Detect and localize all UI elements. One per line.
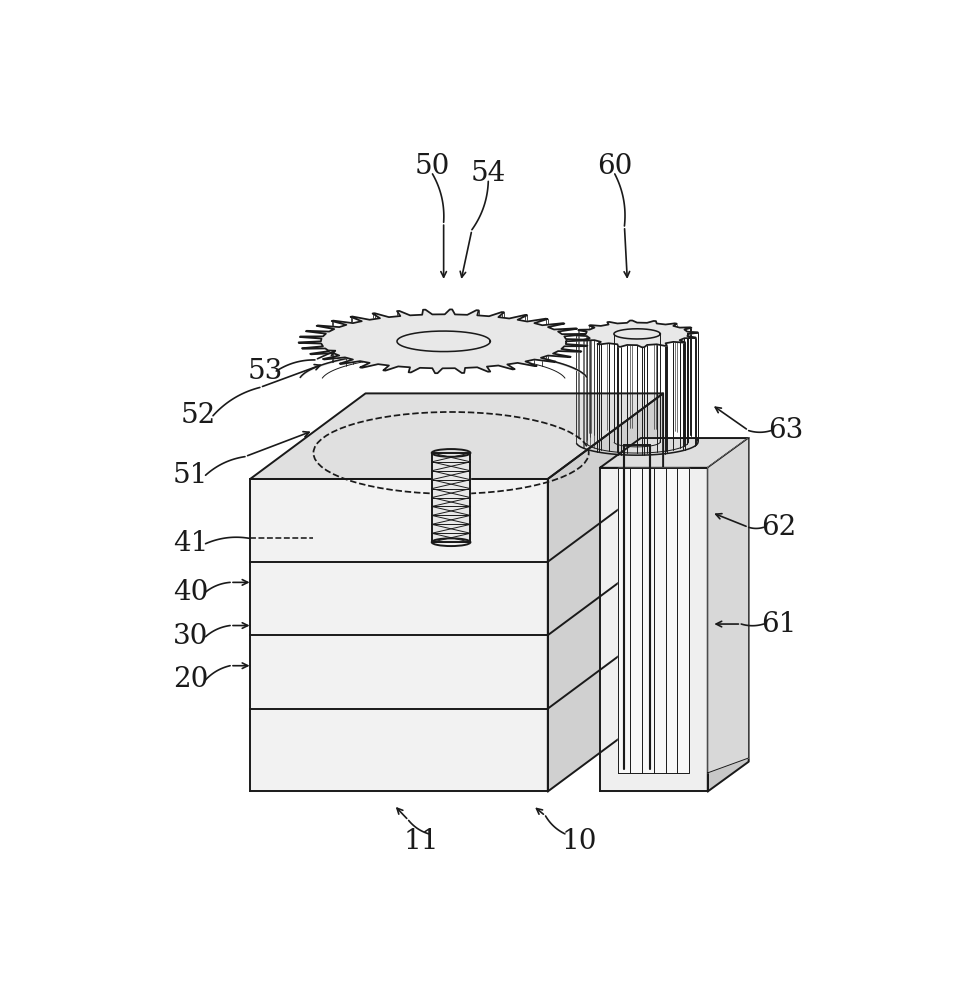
Text: 61: 61: [760, 611, 796, 638]
Text: 63: 63: [768, 417, 804, 444]
Polygon shape: [576, 320, 698, 347]
Text: 52: 52: [180, 402, 216, 429]
Text: 54: 54: [470, 160, 506, 187]
Polygon shape: [708, 438, 749, 773]
Polygon shape: [432, 453, 470, 542]
Text: 53: 53: [248, 358, 282, 385]
Polygon shape: [548, 393, 663, 791]
Text: 50: 50: [415, 153, 450, 180]
Polygon shape: [251, 479, 548, 791]
Polygon shape: [299, 309, 588, 373]
Text: 30: 30: [173, 623, 208, 650]
Polygon shape: [251, 393, 663, 479]
Text: 41: 41: [173, 530, 208, 557]
Text: 10: 10: [562, 828, 597, 855]
Polygon shape: [600, 468, 708, 791]
Polygon shape: [300, 350, 587, 378]
Text: 62: 62: [761, 514, 796, 541]
Polygon shape: [618, 468, 689, 773]
Text: 20: 20: [173, 666, 208, 693]
Text: 51: 51: [173, 462, 208, 489]
Text: 60: 60: [597, 153, 633, 180]
Polygon shape: [600, 438, 749, 468]
Polygon shape: [708, 438, 749, 791]
Text: 40: 40: [173, 579, 208, 606]
Text: 11: 11: [403, 828, 439, 855]
